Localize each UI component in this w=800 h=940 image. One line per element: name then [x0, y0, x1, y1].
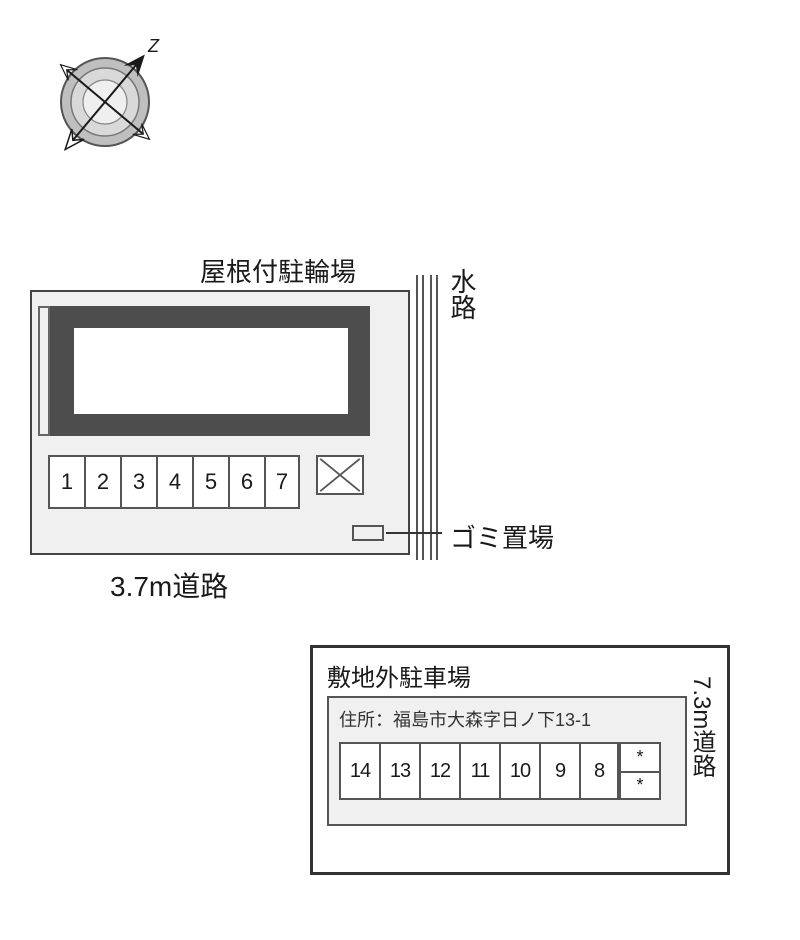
parking-slot: 13	[379, 742, 419, 800]
building-side	[38, 306, 50, 436]
offsite-title: 敷地外駐車場	[327, 658, 471, 693]
offsite-address-text: 福島市大森字日ノ下13-1	[393, 710, 591, 730]
x-marker-box	[316, 455, 364, 495]
road-label-main: 3.7m道路	[110, 565, 228, 605]
building-inner	[72, 326, 350, 416]
waterway-label: 水路	[444, 268, 481, 320]
star-column: **	[619, 742, 661, 800]
offsite-inner: 住所：福島市大森字日ノ下13-1 141312111098 **	[327, 696, 687, 826]
parking-slot: 11	[459, 742, 499, 800]
trash-box	[352, 525, 384, 541]
parking-slot: 12	[419, 742, 459, 800]
star-cell: *	[619, 742, 661, 771]
parking-row-main: 1234567	[48, 455, 300, 509]
parking-slot: 4	[156, 455, 192, 509]
compass: Z	[40, 30, 170, 160]
bike-roof-label: 屋根付駐輪場	[200, 252, 356, 289]
parking-slot: 8	[579, 742, 619, 800]
trash-label: ゴミ置場	[450, 518, 554, 555]
parking-slot: 5	[192, 455, 228, 509]
parking-slot: 14	[339, 742, 379, 800]
compass-icon: Z	[40, 30, 170, 160]
parking-row-offsite: 141312111098	[339, 742, 619, 800]
star-cell: *	[619, 771, 661, 800]
compass-north-label: Z	[147, 36, 160, 56]
waterway	[414, 275, 438, 560]
parking-slot: 1	[48, 455, 84, 509]
road-label-offsite: 7.3m道路	[686, 676, 717, 777]
parking-slot: 2	[84, 455, 120, 509]
parking-slot: 7	[264, 455, 300, 509]
offsite-address-prefix: 住所：	[339, 710, 393, 730]
parking-slot: 6	[228, 455, 264, 509]
offsite-panel: 敷地外駐車場 住所：福島市大森字日ノ下13-1 141312111098 ** …	[310, 645, 730, 875]
parking-slot: 3	[120, 455, 156, 509]
parking-slot: 9	[539, 742, 579, 800]
offsite-address: 住所：福島市大森字日ノ下13-1	[339, 706, 591, 732]
trash-lead-line	[386, 532, 442, 534]
parking-slot: 10	[499, 742, 539, 800]
